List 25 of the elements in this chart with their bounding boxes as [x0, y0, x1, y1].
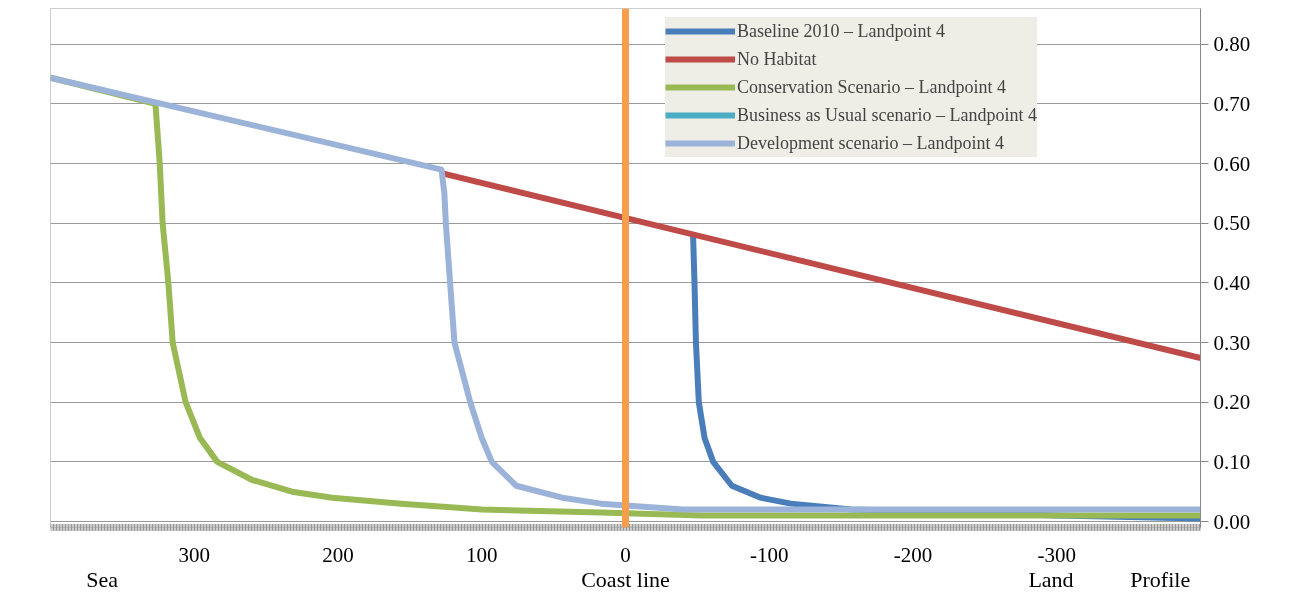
text: Profile — [1130, 566, 1191, 592]
ref-line-label: Coast line — [581, 566, 670, 592]
x-tick-label: -300 — [1037, 542, 1076, 567]
x-tick-label: 200 — [322, 542, 354, 567]
x-tick-label: 100 — [466, 542, 498, 567]
legend-label: No Habitat — [737, 47, 817, 71]
y-tick-label: 0.30 — [1213, 330, 1251, 355]
legend-label: Baseline 2010 – Landpoint 4 — [737, 19, 945, 43]
legend-label: Development scenario – Landpoint 4 — [737, 131, 1004, 155]
legend-label: Conservation Scenario – Landpoint 4 — [737, 75, 1006, 99]
y-tick-label: 0.10 — [1213, 449, 1251, 474]
x-tick-label: -200 — [893, 542, 933, 567]
y-tick-label: 0.20 — [1213, 390, 1251, 415]
x-tick-label: 0 — [620, 542, 631, 567]
legend-label: Business as Usual scenario – Landpoint 4 — [737, 103, 1037, 127]
y-tick-label: 0.60 — [1213, 151, 1251, 176]
y-tick-label: 0.70 — [1213, 91, 1251, 116]
text: Land — [1028, 566, 1074, 592]
x-tick-label: 300 — [178, 542, 210, 567]
y-tick-label: 0.40 — [1213, 270, 1251, 295]
y-tick-label: 0.00 — [1213, 509, 1251, 534]
x-tick-label: -100 — [750, 542, 789, 567]
text: Sea — [86, 566, 119, 592]
y-tick-label: 0.50 — [1213, 211, 1251, 236]
y-tick-label: 0.80 — [1213, 32, 1251, 57]
